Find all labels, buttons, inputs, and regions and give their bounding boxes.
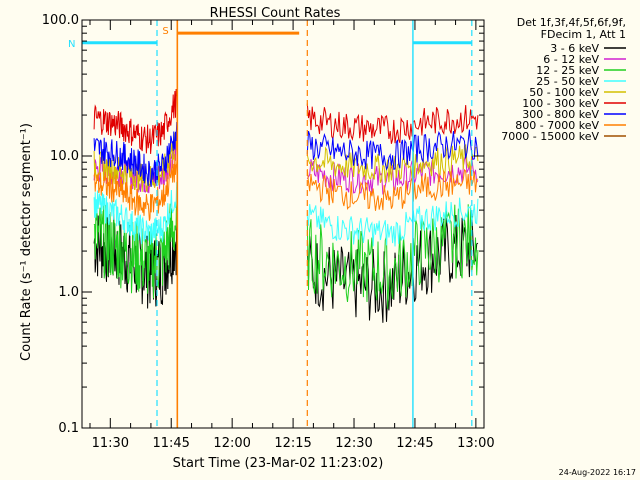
series-line-50-100-keV — [93, 126, 178, 193]
chart-title: RHESSI Count Rates — [210, 6, 341, 21]
x-tick-label: 12:00 — [213, 436, 250, 451]
legend-title-line1: Det 1f,3f,4f,5f,6f,9f, — [517, 16, 626, 29]
series-line-3-6-keV — [306, 213, 479, 323]
x-tick-label: 12:45 — [396, 436, 433, 451]
legend-entry-label: 6 - 12 keV — [543, 53, 599, 66]
x-axis-label: Start Time (23-Mar-02 11:23:02) — [173, 456, 384, 471]
plot-frame — [81, 19, 485, 429]
legend-title-line2: FDecim 1, Att 1 — [541, 28, 626, 41]
y-tick-label: 1.0 — [58, 285, 79, 300]
y-tick-label: 0.1 — [58, 421, 79, 436]
saa-marker-label: S — [162, 26, 168, 37]
legend-entry-label: 12 - 25 keV — [536, 64, 599, 77]
x-tick-label: 12:30 — [335, 436, 372, 451]
series-line-12-25-keV — [93, 187, 178, 299]
series-line-100-300-keV — [93, 88, 178, 154]
x-tick-label: 11:30 — [92, 436, 129, 451]
series-line-800-7000-keV — [93, 150, 178, 221]
timestamp-footer: 24-Aug-2022 16:17 — [559, 468, 636, 477]
legend-entry-label: 50 - 100 keV — [529, 86, 599, 99]
y-tick-label: 10.0 — [50, 149, 79, 164]
legend-entry-label: 7000 - 15000 keV — [501, 130, 599, 143]
legend-entry-label: 800 - 7000 keV — [515, 119, 599, 132]
x-tick-label: 12:15 — [274, 436, 311, 451]
series-line-800-7000-keV — [306, 168, 479, 211]
series-line-100-300-keV — [306, 103, 479, 144]
legend-entry-label: 100 - 300 keV — [522, 97, 599, 110]
legend-entry-label: 300 - 800 keV — [522, 108, 599, 121]
x-tick-label: 11:45 — [152, 436, 189, 451]
series-line-12-25-keV — [306, 204, 479, 309]
y-axis-label: Count Rate (s⁻¹ detector segment⁻¹) — [19, 123, 34, 361]
series-line-25-50-keV — [93, 181, 178, 245]
series-line-50-100-keV — [306, 143, 479, 183]
series-line-300-800-keV — [93, 121, 178, 187]
series-line-25-50-keV — [306, 197, 479, 247]
series-line-300-800-keV — [306, 129, 479, 171]
x-tick-label: 13:00 — [457, 436, 494, 451]
legend-entry-label: 3 - 6 keV — [550, 42, 599, 55]
legend-entry-label: 25 - 50 keV — [536, 75, 599, 88]
y-tick-label: 100.0 — [42, 13, 79, 28]
night-marker-label: N — [68, 39, 75, 50]
